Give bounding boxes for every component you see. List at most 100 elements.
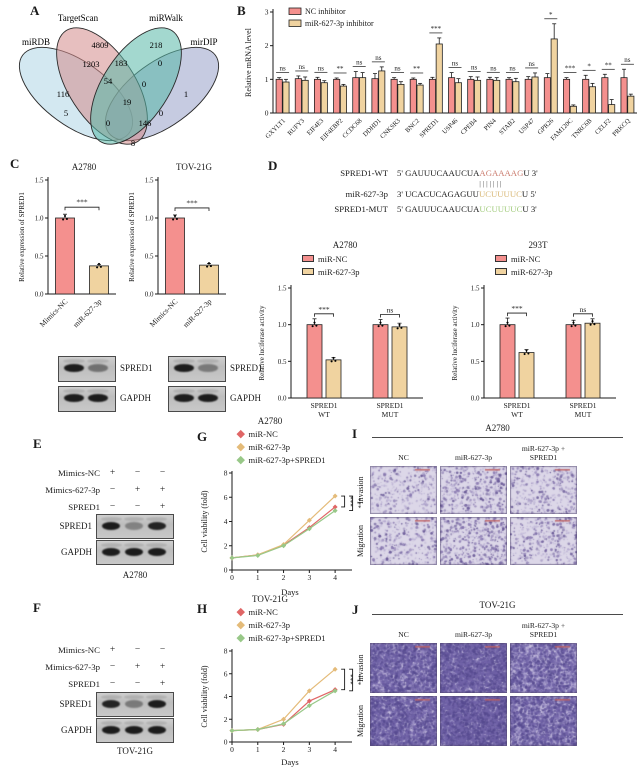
venn-count: 0: [158, 58, 162, 68]
bar: [454, 82, 462, 114]
bar: [378, 70, 386, 114]
bar: [409, 78, 417, 114]
panel-e-label: E: [33, 436, 42, 451]
blot-label-gapdh: GAPDH: [120, 393, 152, 403]
bar: [589, 86, 597, 114]
svg-text:**: **: [605, 61, 613, 69]
transfection-table: Mimics-NC + − − Mimics-627-3p − + + SPRE…: [28, 641, 175, 692]
venn-count: 0: [106, 118, 110, 128]
sign: −: [134, 467, 141, 478]
sign: +: [134, 661, 141, 672]
legend-entry: miR-627-3p: [495, 265, 553, 278]
blot-label-spred1: SPRED1: [120, 363, 153, 373]
table-row: SPRED1 − − +: [28, 675, 175, 692]
svg-text:miR-627-3p inhibitor: miR-627-3p inhibitor: [305, 19, 374, 28]
blot-smear: [197, 359, 219, 363]
bar: [518, 352, 535, 399]
blot-band: [174, 364, 194, 372]
blot-smear: [101, 694, 122, 699]
svg-text:PRKCQ: PRKCQ: [611, 117, 632, 138]
panel-h-label: H: [197, 601, 208, 616]
svg-text:3: 3: [307, 573, 311, 582]
legend-marker-icon: [236, 429, 245, 438]
blot-smear: [87, 389, 109, 393]
svg-text:0.5: 0.5: [471, 358, 480, 366]
svg-text:***: ***: [354, 675, 362, 686]
svg-text:0.5: 0.5: [145, 253, 154, 261]
data-point: [332, 666, 338, 672]
blot-smear: [101, 542, 122, 547]
svg-text:CNKSR3: CNKSR3: [379, 117, 402, 140]
svg-text:6: 6: [224, 493, 228, 502]
blot-band: [124, 547, 144, 556]
svg-text:MUT: MUT: [575, 410, 592, 419]
svg-text:ns: ns: [279, 65, 286, 73]
micrograph-migration-mir: [440, 517, 507, 565]
blot-smear: [123, 694, 145, 699]
svg-text:4: 4: [333, 573, 337, 582]
svg-text:0: 0: [224, 566, 228, 575]
svg-text:CCDC68: CCDC68: [341, 117, 364, 140]
svg-text:0.5: 0.5: [278, 358, 287, 366]
blot-band: [102, 521, 121, 530]
svg-text:0: 0: [230, 745, 234, 754]
luciferase-legend-a2780: miR-NC miR-627-3p: [302, 252, 360, 278]
svg-text:8: 8: [224, 647, 228, 656]
pairing-bars: |||||||: [479, 181, 504, 188]
series-line: [231, 510, 336, 559]
svg-text:0.0: 0.0: [471, 395, 480, 403]
micrograph-migration-nc: [370, 517, 437, 565]
column-header-mir: miR-627-3p: [454, 452, 493, 462]
blot-label-spred1: SPRED1: [59, 521, 92, 531]
svg-text:USP46: USP46: [441, 117, 460, 136]
bar: [372, 324, 389, 399]
svg-text:ns: ns: [375, 54, 382, 62]
sequence-wt: SPRED1-WT 5' GAUUUCAAUCUAAGAAAAGU 3': [300, 166, 635, 181]
legend-label: miR-627-3p: [248, 619, 291, 630]
line-chart-svg: 0 2 4 6 8 0 1 2 3 4 Cell viability (fold) Days *** **…: [200, 647, 362, 768]
svg-text:1.0: 1.0: [471, 321, 480, 329]
svg-text:4: 4: [224, 692, 228, 701]
svg-text:Relative luciferase activity: Relative luciferase activity: [451, 305, 459, 381]
venn-count: 4809: [92, 40, 109, 50]
sign: −: [109, 501, 116, 512]
blot-band: [102, 699, 121, 708]
legend-label: miR-627-3p+SPRED1: [248, 454, 326, 465]
blot-smear: [101, 516, 122, 521]
sign: −: [109, 484, 116, 495]
bar-chart-svg: 0 1 2 3 Relative mRNA level ns GXYLT1 ns RUFY3 ns…: [244, 7, 637, 143]
data-point: [306, 517, 312, 523]
panel-c-label: C: [10, 156, 20, 171]
legend-marker-icon: [236, 607, 245, 616]
svg-text:2: 2: [224, 715, 228, 724]
venn-diagram: TargetScan miRWalk miRDB mirDIP 4809 218…: [18, 13, 220, 148]
svg-text:SPRED1: SPRED1: [503, 401, 530, 410]
svg-text:6: 6: [224, 669, 228, 678]
venn-count: 1203: [83, 59, 100, 69]
svg-text:ns: ns: [509, 65, 516, 73]
bar: [416, 84, 424, 114]
data-point: [281, 721, 287, 727]
table-row: Mimics-627-3p − + +: [28, 658, 175, 675]
blot-smear: [63, 389, 85, 393]
svg-text:WT: WT: [318, 410, 330, 419]
row-label-invasion: Invasion: [356, 476, 365, 504]
blot-label-gapdh: GAPDH: [230, 393, 262, 403]
legend-entry: miR-627-3p: [236, 618, 326, 631]
data-point: [281, 716, 287, 722]
svg-text:***: ***: [346, 496, 354, 507]
bar: [620, 77, 628, 114]
transfection-table: Mimics-NC + − − Mimics-627-3p − + + SPRE…: [28, 464, 175, 515]
bar: [435, 43, 443, 114]
svg-text:USP47: USP47: [518, 117, 537, 136]
sign: −: [134, 678, 141, 689]
viability-title-a2780: A2780: [257, 416, 283, 426]
legend-swatch-icon: [495, 268, 507, 275]
legend-marker-icon: [236, 442, 245, 451]
sign: +: [159, 661, 166, 672]
svg-text:0.0: 0.0: [145, 291, 154, 299]
bar: [474, 79, 482, 114]
column-header-mir-spred1: miR-627-3p + SPRED1: [521, 620, 566, 639]
seq-binding-site: AGAAAAG: [479, 168, 524, 178]
row-label-invasion: Invasion: [356, 654, 365, 682]
